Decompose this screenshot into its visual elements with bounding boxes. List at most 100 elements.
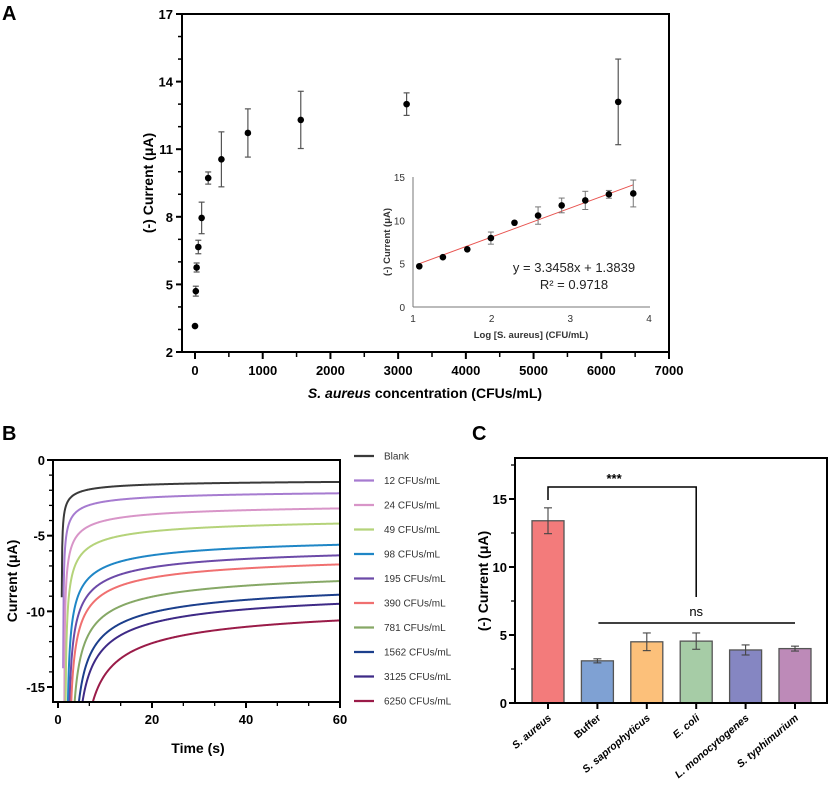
legend-item: 195 CFUs/mL bbox=[354, 574, 446, 585]
inset-y-tick-label: 0 bbox=[399, 303, 405, 314]
inset-x-tick-label: 2 bbox=[489, 314, 495, 325]
panel-a-data-point bbox=[614, 98, 622, 106]
inset-data-point bbox=[511, 219, 518, 227]
panel-a-y-tick-label: 17 bbox=[159, 7, 173, 22]
inset-y-tick-label: 5 bbox=[399, 260, 405, 271]
inset-data-point bbox=[534, 212, 542, 219]
panel-a-y-tick-label: 5 bbox=[166, 277, 173, 292]
panel-b-chart: 0-5-10-15 0 20 40 60 Current (μA) Time (s) … bbox=[4, 452, 452, 757]
legend-label: 49 CFUs/mL bbox=[384, 525, 441, 536]
panel-label-b: B bbox=[2, 423, 16, 445]
panel-a-x-tick-label: 6000 bbox=[587, 363, 616, 378]
legend-label: 390 CFUs/mL bbox=[384, 599, 446, 610]
panel-b-x-tick-label: 20 bbox=[145, 712, 159, 727]
legend-item: 98 CFUs/mL bbox=[354, 550, 441, 561]
panel-b-series-line bbox=[81, 602, 340, 702]
panel-c-y-tick-label: 5 bbox=[500, 628, 507, 643]
panel-a-data-point bbox=[218, 156, 225, 163]
panel-a-y-tick-label: 8 bbox=[166, 210, 173, 225]
panel-b-series-line bbox=[68, 554, 340, 702]
panel-a-data-point bbox=[204, 174, 212, 182]
legend-item: 3125 CFUs/mL bbox=[354, 672, 452, 683]
panel-a-data-point bbox=[195, 243, 202, 251]
inset-x-tick-label: 4 bbox=[646, 314, 652, 325]
inset-data-point bbox=[463, 245, 471, 253]
legend-label: 3125 CFUs/mL bbox=[384, 672, 452, 683]
panel-b-legend: Blank 12 CFUs/mL 24 CFUs/mL 49 CFUs/mL 98 CF… bbox=[354, 452, 452, 708]
panel-b-x-axis-title: Time (s) bbox=[171, 740, 224, 756]
panel-c-y-tick-label: 10 bbox=[493, 560, 507, 575]
panel-c-y-axis-title: (-) Current (μA) bbox=[475, 531, 491, 631]
inset-data-point bbox=[487, 234, 495, 242]
inset-y-ticks: 0 5 10 15 bbox=[394, 173, 406, 314]
panel-a-x-tick-label: 7000 bbox=[655, 363, 684, 378]
inset-x-tick-label: 1 bbox=[410, 314, 416, 325]
panel-a-y-tick-label: 11 bbox=[159, 142, 173, 157]
panel-a-data-point bbox=[297, 116, 305, 124]
panel-a-y-tick-label: 14 bbox=[159, 75, 174, 90]
panel-b-series-line bbox=[73, 580, 340, 702]
panel-a-y-tick-label: 2 bbox=[166, 345, 173, 360]
legend-label: Blank bbox=[384, 452, 410, 463]
panel-c-category-label: E. coli bbox=[671, 711, 703, 741]
panel-b-y-tick-label: 0 bbox=[38, 453, 45, 468]
inset-data-point bbox=[558, 202, 565, 209]
panel-c-category-label: Buffer bbox=[572, 712, 603, 741]
panel-c-bars bbox=[531, 507, 812, 704]
panel-b-series-lines bbox=[60, 480, 340, 702]
legend-item: Blank bbox=[354, 452, 410, 463]
panel-c-bar bbox=[679, 640, 713, 704]
legend-label: 781 CFUs/mL bbox=[384, 623, 446, 634]
panel-b-series-line bbox=[64, 522, 340, 702]
legend-label: 12 CFUs/mL bbox=[384, 476, 441, 487]
panel-a-inset: 0 5 10 15 1 2 3 4 (-) Current (μA) Log [S. aur… bbox=[382, 173, 652, 341]
panel-c-category-label: S. aureus bbox=[510, 712, 554, 752]
panel-b-series-line bbox=[66, 543, 340, 702]
panel-c-bar bbox=[531, 520, 565, 704]
panel-a-x-tick-label: 2000 bbox=[316, 363, 345, 378]
panel-a-y-ticks: 2 5 8 11 14 17 bbox=[159, 7, 182, 360]
legend-label: 1562 CFUs/mL bbox=[384, 648, 452, 659]
inset-equation: y = 3.3458x + 1.3839 bbox=[513, 260, 635, 275]
panel-b-x-ticks: 0 20 40 60 bbox=[54, 702, 347, 727]
panel-a-y-axis-title: (-) Current (μA) bbox=[140, 133, 156, 233]
panel-a-x-tick-label: 1000 bbox=[248, 363, 277, 378]
panel-b-series-line bbox=[91, 619, 340, 702]
panel-c-bar bbox=[580, 660, 615, 704]
panel-c-y-ticks: 0 5 10 15 bbox=[493, 464, 515, 711]
panel-a-x-tick-label: 5000 bbox=[519, 363, 548, 378]
inset-data-point bbox=[605, 191, 613, 198]
inset-x-ticks: 1 2 3 4 bbox=[410, 314, 652, 325]
legend-item: 6250 CFUs/mL bbox=[354, 697, 452, 708]
panel-c-frame bbox=[514, 457, 828, 704]
panel-b-x-tick-label: 40 bbox=[239, 712, 253, 727]
inset-r-squared: R² = 0.9718 bbox=[540, 277, 608, 292]
panel-a-data-point bbox=[192, 287, 200, 295]
panel-b-y-tick-label: -10 bbox=[26, 604, 45, 619]
panel-a-data-point bbox=[244, 129, 252, 137]
panel-label-c: C bbox=[472, 423, 486, 445]
panel-c-y-tick-label: 15 bbox=[493, 492, 507, 507]
panel-a-x-axis-title-unit: concentration (CFUs/mL) bbox=[371, 385, 542, 401]
legend-item: 12 CFUs/mL bbox=[354, 476, 441, 487]
panel-a-frame bbox=[181, 13, 670, 353]
panel-c-y-tick-label: 0 bbox=[500, 696, 507, 711]
inset-fit-line bbox=[419, 184, 634, 265]
inset-x-tick-label: 3 bbox=[568, 314, 574, 325]
legend-item: 781 CFUs/mL bbox=[354, 623, 446, 634]
panel-b-x-tick-label: 60 bbox=[333, 712, 347, 727]
panel-b-y-ticks: 0 -5 -10 -15 bbox=[26, 453, 53, 695]
panel-b-y-tick-label: -15 bbox=[26, 680, 45, 695]
panel-b-y-axis-title: Current (μA) bbox=[4, 540, 20, 622]
legend-item: 49 CFUs/mL bbox=[354, 525, 441, 536]
panel-c-bar bbox=[728, 649, 763, 704]
inset-data-point bbox=[581, 197, 589, 204]
panel-a-x-ticks: 0 1000 2000 3000 4000 5000 6000 7000 bbox=[191, 352, 683, 378]
ns-label: ns bbox=[689, 604, 703, 619]
panel-a-points bbox=[191, 58, 622, 330]
legend-item: 390 CFUs/mL bbox=[354, 599, 446, 610]
panel-a-data-point bbox=[403, 100, 410, 108]
